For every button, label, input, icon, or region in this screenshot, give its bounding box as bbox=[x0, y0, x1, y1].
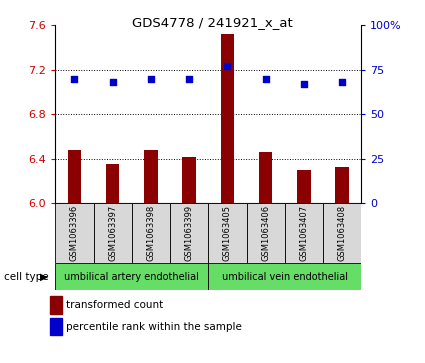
Bar bbox=[259, 152, 272, 203]
Bar bbox=[94, 203, 132, 263]
Text: transformed count: transformed count bbox=[66, 300, 163, 310]
Text: GSM1063405: GSM1063405 bbox=[223, 205, 232, 261]
Text: GSM1063397: GSM1063397 bbox=[108, 205, 117, 261]
Point bbox=[224, 64, 231, 69]
Text: GSM1063398: GSM1063398 bbox=[146, 205, 156, 261]
Text: percentile rank within the sample: percentile rank within the sample bbox=[66, 322, 242, 332]
Bar bbox=[144, 150, 158, 203]
Text: umbilical vein endothelial: umbilical vein endothelial bbox=[222, 272, 348, 282]
Point bbox=[109, 79, 116, 85]
Bar bbox=[221, 34, 234, 203]
Bar bbox=[323, 203, 361, 263]
Text: GSM1063407: GSM1063407 bbox=[299, 205, 309, 261]
Text: GSM1063396: GSM1063396 bbox=[70, 205, 79, 261]
Text: GDS4778 / 241921_x_at: GDS4778 / 241921_x_at bbox=[132, 16, 293, 29]
Bar bbox=[285, 203, 323, 263]
Bar bbox=[50, 318, 62, 335]
Text: umbilical artery endothelial: umbilical artery endothelial bbox=[64, 272, 199, 282]
Bar bbox=[208, 203, 246, 263]
Bar bbox=[68, 150, 81, 203]
Bar bbox=[55, 263, 208, 290]
Text: GSM1063406: GSM1063406 bbox=[261, 205, 270, 261]
Text: cell type: cell type bbox=[4, 272, 49, 282]
Point bbox=[147, 76, 154, 82]
Point bbox=[339, 79, 346, 85]
Bar bbox=[50, 296, 62, 314]
Text: ▶: ▶ bbox=[40, 272, 48, 282]
Point bbox=[186, 76, 193, 82]
Text: GSM1063408: GSM1063408 bbox=[337, 205, 347, 261]
Bar bbox=[297, 170, 311, 203]
Bar bbox=[182, 156, 196, 203]
Bar bbox=[246, 203, 285, 263]
Bar bbox=[55, 203, 94, 263]
Bar bbox=[132, 203, 170, 263]
Bar bbox=[106, 164, 119, 203]
Bar bbox=[335, 167, 349, 203]
Point bbox=[300, 81, 307, 87]
Text: GSM1063399: GSM1063399 bbox=[184, 205, 194, 261]
Bar bbox=[208, 263, 361, 290]
Point bbox=[71, 76, 78, 82]
Point bbox=[262, 76, 269, 82]
Bar bbox=[170, 203, 208, 263]
